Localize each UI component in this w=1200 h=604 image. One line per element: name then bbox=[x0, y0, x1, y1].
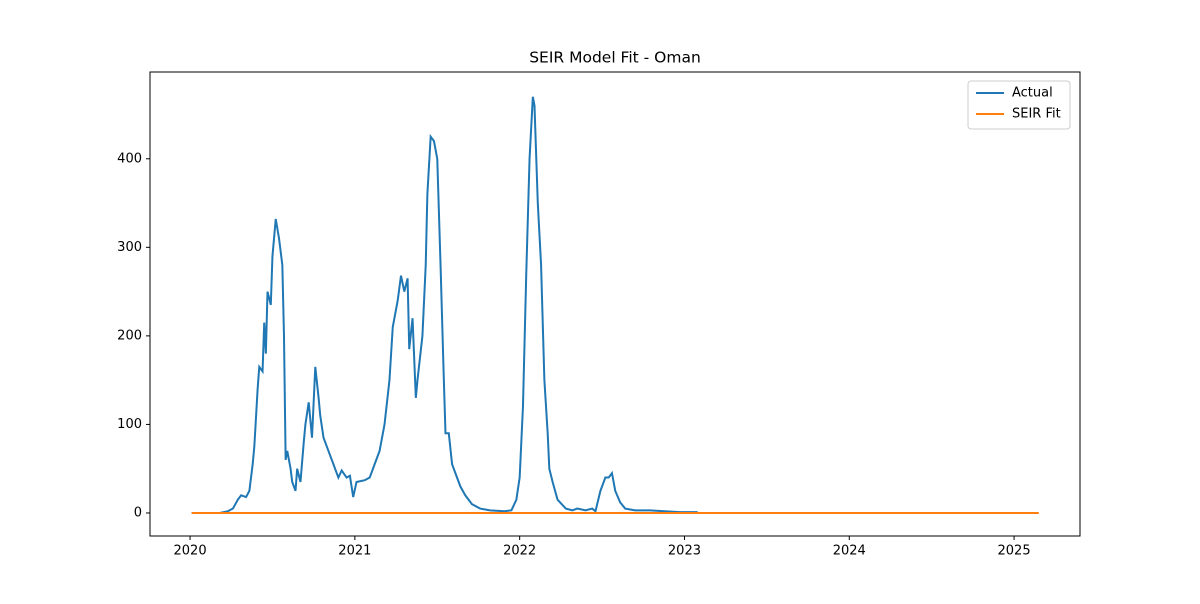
y-tick-label: 200 bbox=[117, 328, 142, 343]
x-tick-label: 2024 bbox=[833, 544, 866, 559]
chart-title: SEIR Model Fit - Oman bbox=[529, 49, 701, 67]
x-tick-label: 2020 bbox=[174, 544, 207, 559]
y-tick-label: 0 bbox=[134, 505, 142, 520]
x-tick-label: 2025 bbox=[998, 544, 1031, 559]
y-tick-label: 300 bbox=[117, 240, 142, 255]
series-line bbox=[191, 96, 698, 514]
x-tick-label: 2023 bbox=[668, 544, 701, 559]
x-tick-label: 2021 bbox=[338, 544, 371, 559]
y-tick-label: 400 bbox=[117, 151, 142, 166]
legend-label: SEIR Fit bbox=[1012, 107, 1061, 122]
plot-frame bbox=[149, 71, 1081, 537]
legend-label: Actual bbox=[1012, 86, 1053, 101]
y-tick-label: 100 bbox=[117, 417, 142, 432]
x-tick-label: 2022 bbox=[503, 544, 536, 559]
